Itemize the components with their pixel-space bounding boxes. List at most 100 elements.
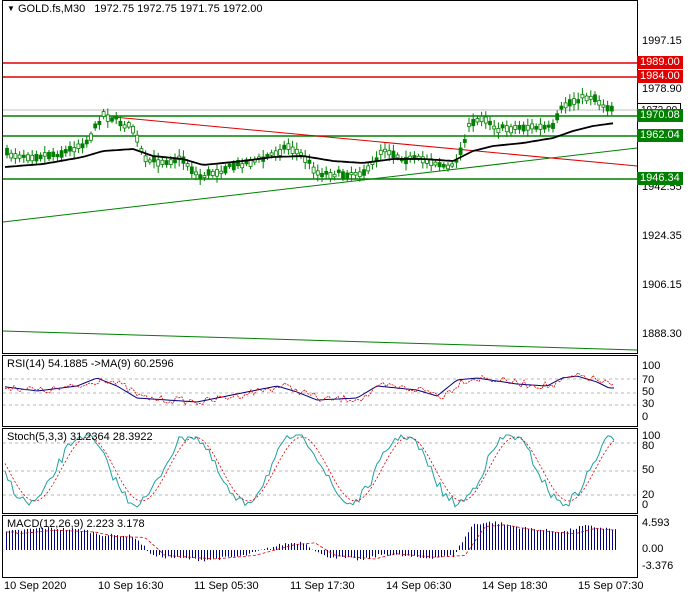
macd-histogram-bar: [102, 536, 103, 550]
macd-histogram-bar: [546, 528, 547, 550]
candle-body: [311, 166, 316, 174]
time-tick: 14 Sep 06:30: [386, 580, 452, 592]
stoch-main-line: [4, 434, 615, 508]
candle-body: [147, 159, 152, 163]
macd-histogram-bar: [267, 547, 268, 550]
macd-histogram-bar: [525, 526, 526, 550]
candle-body: [38, 154, 43, 160]
stoch-tick: 80: [642, 440, 655, 452]
macd-histogram-bar: [549, 530, 550, 550]
macd-histogram-bar: [405, 550, 406, 557]
macd-histogram-bar: [183, 550, 184, 558]
macd-histogram-bar: [213, 550, 214, 559]
macd-histogram-bar: [585, 524, 586, 550]
macd-histogram-bar: [12, 530, 13, 550]
candle-body: [341, 171, 345, 179]
macd-histogram-bar: [234, 550, 235, 557]
macd-histogram-bar: [357, 550, 358, 561]
macd-histogram-bar: [399, 550, 400, 555]
macd-histogram-bar: [87, 530, 88, 550]
macd-histogram-bar: [396, 550, 397, 555]
macd-histogram-bar: [198, 550, 199, 562]
macd-histogram-bar: [606, 527, 607, 550]
macd-histogram-bar: [408, 550, 409, 556]
candle-body: [210, 170, 215, 176]
macd-histogram-bar: [576, 528, 577, 550]
candle-body: [462, 139, 467, 143]
candle-body: [521, 124, 526, 132]
macd-histogram-bar: [222, 550, 223, 557]
macd-histogram-bar: [294, 543, 295, 550]
macd-histogram-bar: [120, 536, 121, 550]
candle-body: [168, 159, 173, 165]
macd-histogram-bar: [195, 550, 196, 559]
candle-body: [30, 154, 35, 162]
candle-body: [202, 175, 207, 179]
candle-body: [320, 172, 324, 178]
macd-histogram-bar: [105, 535, 106, 550]
candle-body: [307, 159, 312, 164]
candle-body: [441, 164, 446, 168]
macd-histogram-bar: [270, 549, 271, 550]
candle-body: [231, 162, 236, 171]
macd-histogram-bar: [6, 531, 7, 550]
macd-histogram-bar: [39, 527, 40, 550]
macd-histogram-bar: [228, 550, 229, 557]
macd-histogram-bar: [159, 550, 160, 556]
macd-histogram-bar: [411, 550, 412, 557]
macd-histogram-bar: [162, 550, 163, 558]
candle-body: [450, 163, 455, 167]
macd-histogram-bar: [384, 550, 385, 555]
candle-body: [55, 154, 60, 158]
macd-histogram-bar: [597, 528, 598, 550]
macd-histogram-bar: [552, 531, 553, 550]
macd-histogram-bar: [291, 543, 292, 550]
macd-histogram-bar: [30, 528, 31, 550]
price-tick: 1997.15: [642, 35, 682, 47]
macd-histogram-bar: [480, 524, 481, 550]
candle-body: [215, 169, 219, 177]
macd-histogram-bar: [63, 527, 64, 550]
candle-body: [555, 113, 560, 121]
macd-panel[interactable]: MACD(12,26,9) 2.223 3.178: [2, 515, 638, 578]
macd-histogram-bar: [186, 550, 187, 559]
macd-histogram-bar: [522, 527, 523, 550]
macd-histogram-bar: [327, 550, 328, 558]
macd-histogram-bar: [177, 550, 178, 557]
candle-body: [383, 148, 387, 153]
candle-body: [17, 154, 22, 159]
macd-histogram-bar: [45, 529, 46, 550]
macd-histogram-bar: [36, 528, 37, 550]
macd-histogram-bar: [237, 550, 238, 557]
candle-body: [110, 117, 114, 122]
candle-body: [156, 159, 161, 167]
macd-histogram-bar: [495, 521, 496, 550]
candle-body: [126, 122, 131, 128]
rsi-line: [4, 372, 615, 406]
stoch-tick: 100: [642, 430, 661, 442]
macd-histogram-bar: [72, 528, 73, 550]
macd-histogram-bar: [474, 523, 475, 550]
price-chart-panel[interactable]: ▼ GOLD.fs,M30 1972.75 1972.75 1971.75 19…: [2, 0, 638, 354]
macd-histogram-bar: [69, 529, 70, 550]
macd-histogram-bar: [528, 528, 529, 550]
chart-collapse-icon[interactable]: ▼: [7, 4, 15, 13]
macd-histogram-bar: [54, 529, 55, 550]
stoch-panel[interactable]: Stoch(5,3,3) 31.2364 28.3922: [2, 428, 638, 514]
ascending-trendline: [3, 147, 637, 223]
candle-body: [517, 125, 522, 130]
candle-body: [492, 125, 497, 130]
candle-body: [563, 102, 568, 109]
macd-histogram-bar: [90, 533, 91, 550]
rsi-panel[interactable]: RSI(14) 54.1885 ->MA(9) 60.2596: [2, 355, 638, 427]
macd-histogram-bar: [513, 526, 514, 550]
macd-histogram-bar: [369, 550, 370, 559]
macd-histogram-bar: [615, 529, 616, 550]
candle-body: [496, 127, 501, 134]
candle-body: [551, 122, 555, 129]
candle-body: [219, 170, 224, 174]
candle-body: [282, 144, 287, 150]
candle-body: [5, 147, 9, 156]
candle-body: [601, 104, 606, 108]
candle-body: [605, 105, 610, 112]
